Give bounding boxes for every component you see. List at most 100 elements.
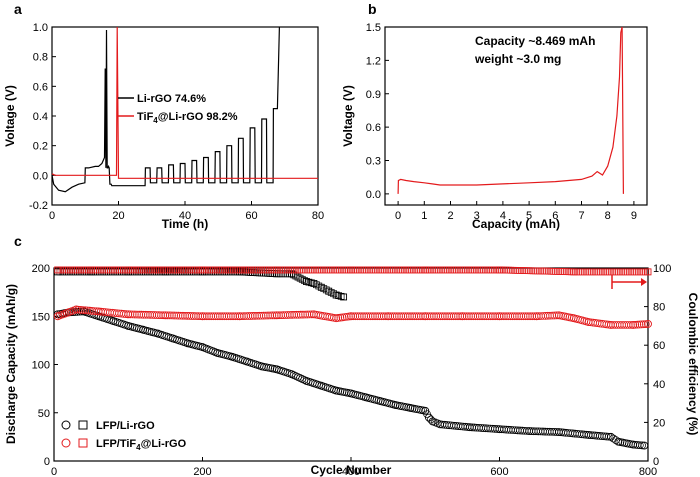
point-square (606, 268, 614, 276)
point-circle (480, 312, 489, 321)
point-circle (515, 312, 524, 321)
point-circle (552, 311, 561, 320)
panel-c-y2label: Coulombic efficiency (%) (686, 293, 700, 436)
point-circle (362, 312, 371, 321)
point-square (300, 277, 308, 284)
panel-a-letter: a (14, 1, 22, 17)
x-tick-label: 60 (245, 210, 257, 222)
point-circle (508, 312, 517, 321)
point-square (538, 267, 546, 275)
point-square (628, 268, 636, 276)
panel-a-xlabel: Time (h) (162, 217, 208, 231)
point-circle (384, 312, 393, 321)
point-circle (639, 320, 648, 329)
legend-a-black-label: Li-rGO 74.6% (137, 93, 206, 105)
point-circle (353, 312, 362, 321)
point-circle (248, 312, 257, 320)
point-square (337, 292, 345, 300)
x-tick-label: 9 (631, 210, 637, 222)
point-circle (495, 312, 504, 321)
point-square (275, 270, 283, 278)
x-tick-label: 0 (395, 210, 401, 222)
point-square (583, 268, 591, 276)
point-square (63, 268, 70, 276)
point-circle (294, 373, 302, 381)
point-circle (460, 312, 469, 321)
point-circle (332, 314, 341, 323)
point-circle (502, 312, 510, 321)
point-square (332, 291, 340, 299)
point-square (592, 268, 600, 276)
point-circle (200, 312, 209, 321)
point-square (317, 283, 325, 291)
point-circle (163, 311, 172, 320)
panel-a: 0 20 40 60 80 -0.2 0.0 0.2 0.4 0.6 0.8 1.0 Time (h)… (3, 22, 324, 231)
point-circle (305, 310, 314, 319)
point-circle (602, 432, 611, 441)
point-circle (130, 310, 139, 319)
point-circle (283, 311, 292, 319)
point-circle (222, 312, 231, 321)
point-square (122, 268, 130, 276)
point-square (604, 268, 611, 276)
point-circle (294, 310, 303, 319)
point-circle (334, 314, 343, 322)
point-circle (174, 311, 183, 320)
point-square (588, 268, 596, 276)
point-circle (406, 312, 414, 321)
point-circle (342, 312, 351, 321)
point-circle (244, 312, 253, 320)
point-circle (434, 312, 443, 321)
series-line-1 (51, 26, 318, 179)
point-circle (436, 312, 445, 321)
point-circle (438, 312, 447, 321)
point-square (74, 268, 82, 276)
point-square (96, 268, 104, 276)
point-circle (388, 312, 397, 321)
point-circle (144, 310, 152, 319)
point-square (111, 268, 119, 276)
x-tick-label: 200 (193, 466, 211, 477)
point-circle (484, 312, 493, 321)
point-square (131, 268, 139, 276)
y-tick-label: 0.6 (366, 122, 381, 134)
point-circle (257, 311, 266, 320)
legend-a-red-label: TiF4@Li-rGO 98.2% (137, 111, 238, 125)
point-circle (375, 312, 384, 321)
point-circle (421, 312, 430, 321)
point-circle (176, 311, 185, 320)
point-square (532, 267, 539, 275)
legend-c-black-square-icon (78, 420, 88, 430)
point-square (315, 282, 323, 290)
point-circle (146, 311, 154, 319)
point-circle (395, 312, 403, 321)
point-circle (161, 311, 170, 320)
series-line-0 (51, 26, 280, 193)
point-circle (521, 312, 530, 321)
point-circle (187, 312, 196, 320)
point-square (541, 267, 548, 275)
point-square (107, 268, 115, 276)
point-circle (371, 312, 379, 321)
point-circle (211, 312, 220, 321)
x-tick-label: 5 (526, 210, 532, 222)
y-tick-label: 1.2 (366, 55, 381, 67)
y-tick-label: 0.9 (366, 89, 381, 101)
panel-c-frame (53, 267, 649, 462)
point-square (340, 293, 348, 301)
point-square (590, 268, 598, 276)
point-circle (423, 312, 432, 321)
point-square (322, 286, 330, 294)
point-circle (286, 311, 294, 319)
point-square (72, 268, 79, 276)
point-circle (124, 310, 133, 319)
point-square (565, 268, 573, 276)
point-circle (255, 311, 264, 320)
x-tick-label: 600 (490, 466, 508, 477)
panel-b: 0 1 2 3 4 5 6 7 8 9 0.0 0.3 0.6 0.9 1.2 1.5 Capacity (m… (341, 22, 648, 231)
point-square (572, 268, 580, 276)
point-circle (148, 311, 157, 319)
point-circle (139, 310, 148, 319)
point-square (310, 279, 318, 287)
point-square (196, 268, 204, 276)
